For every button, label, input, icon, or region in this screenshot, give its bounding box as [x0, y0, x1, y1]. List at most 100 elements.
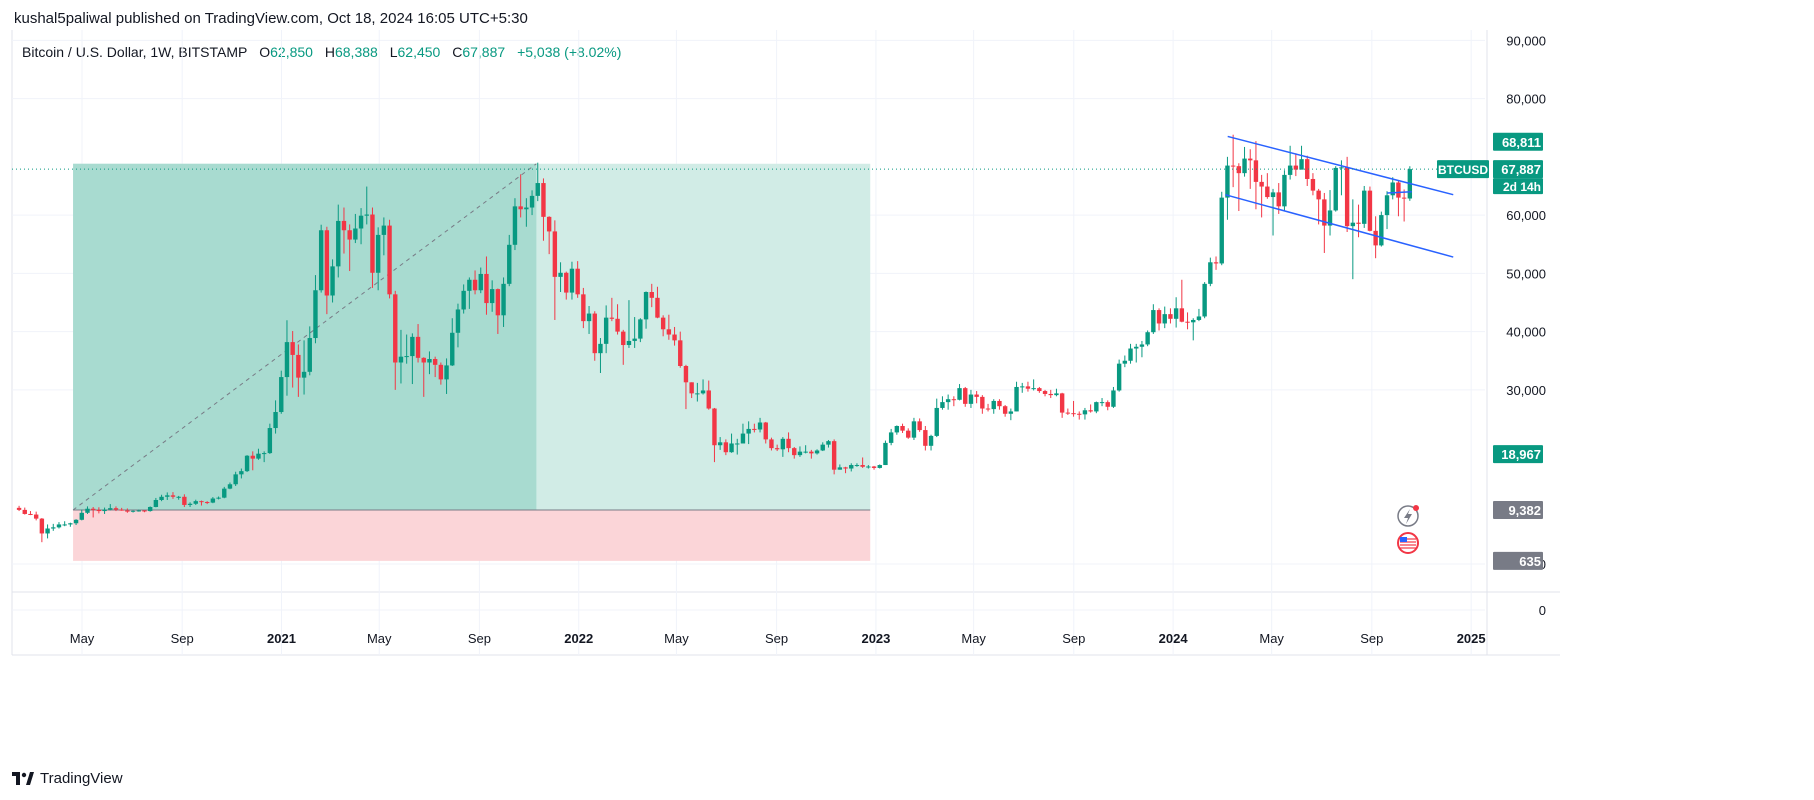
candle-body: [68, 523, 73, 525]
countdown-box: [1493, 178, 1543, 195]
candle-body: [1037, 388, 1042, 392]
candle-body: [911, 421, 917, 438]
candle-body: [638, 319, 643, 339]
ohlc-legend: Bitcoin / U.S. Dollar, 1W, BITSTAMP O62,…: [22, 44, 621, 60]
candle-body: [1054, 393, 1059, 396]
candle-body: [1305, 159, 1310, 179]
candle-body: [632, 338, 637, 341]
candle-body: [501, 283, 506, 316]
candle-body: [626, 340, 632, 346]
candle-body: [923, 430, 928, 446]
countdown-label: 2d 14h: [1503, 180, 1541, 194]
candle-body: [1293, 165, 1299, 170]
candle-body: [1008, 411, 1014, 414]
candle-body: [786, 438, 791, 449]
candle-body: [478, 273, 483, 291]
symbol-label[interactable]: Bitcoin / U.S. Dollar, 1W, BITSTAMP: [22, 44, 248, 60]
candle-body: [529, 195, 535, 208]
candle-body: [279, 377, 284, 413]
price-label-box: [1493, 501, 1543, 519]
candle-body: [877, 465, 882, 468]
candle-body: [193, 501, 198, 504]
candle-body: [541, 183, 546, 217]
candle-body: [28, 513, 33, 515]
candle-body: [370, 214, 375, 273]
candle-body: [1225, 165, 1230, 198]
candle-body: [318, 230, 324, 291]
candle-body: [73, 519, 79, 524]
candle-body: [871, 466, 877, 468]
candle-body: [1025, 386, 1031, 389]
candle-body: [1116, 363, 1122, 391]
candle-body: [244, 455, 250, 472]
candle-body: [575, 268, 580, 295]
candle-body: [45, 528, 50, 534]
candle-body: [165, 495, 170, 497]
candle-body: [797, 451, 803, 456]
candle-body: [461, 290, 466, 310]
candle-body: [1327, 210, 1333, 226]
candle-body: [917, 421, 922, 431]
x-tick-label: May: [367, 631, 392, 646]
candle-body: [136, 510, 141, 512]
y-tick-label: 60,000: [1506, 208, 1546, 223]
channel-line-0: [1227, 135, 1454, 196]
candle-body: [1316, 190, 1321, 200]
candle-body: [1384, 195, 1390, 216]
stop-zone: [73, 510, 871, 561]
candle-body: [227, 484, 233, 489]
candle-body: [102, 509, 107, 512]
candle-body: [1122, 360, 1128, 364]
candle-body: [792, 448, 797, 456]
candle-body: [683, 365, 689, 383]
candle-body: [769, 439, 774, 449]
candle-body: [1042, 391, 1048, 394]
candle-body: [1145, 332, 1150, 345]
candle-body: [826, 441, 831, 445]
candle-body: [928, 435, 934, 446]
candle-body: [660, 317, 666, 330]
high-value: 68,388: [334, 44, 378, 60]
candle-body: [1270, 192, 1276, 198]
candle-body: [1002, 406, 1008, 414]
candle-body: [62, 524, 67, 526]
candle-body: [586, 313, 592, 322]
candle-body: [410, 336, 415, 357]
candle-body: [837, 467, 843, 470]
candle-body: [1185, 321, 1190, 323]
candle-body: [147, 506, 153, 512]
candle-body: [1088, 410, 1093, 412]
footer-logo[interactable]: TradingView: [12, 770, 123, 787]
candle-body: [1191, 319, 1196, 323]
candle-body: [695, 393, 700, 395]
candle-body: [307, 338, 312, 372]
y-tick-label: 80,000: [1506, 92, 1546, 107]
candle-body: [1208, 262, 1213, 284]
x-tick-label: 2022: [564, 631, 593, 646]
candle-body: [125, 510, 130, 512]
x-tick-label: Sep: [468, 631, 491, 646]
candle-body: [957, 388, 962, 400]
candle-body: [524, 207, 529, 210]
channel-line-1: [1225, 193, 1454, 258]
candle-body: [472, 279, 478, 291]
x-tick-label: 2025: [1457, 631, 1486, 646]
x-tick-label: Sep: [1062, 631, 1085, 646]
candle-body: [700, 390, 706, 394]
candle-body: [940, 402, 945, 408]
candle-body: [1390, 182, 1395, 196]
candle-body: [353, 228, 358, 240]
price-label-box: [1493, 132, 1543, 151]
candle-body: [398, 356, 404, 363]
candle-body: [558, 272, 563, 277]
candle-body: [22, 509, 27, 514]
low-label: L: [389, 44, 398, 60]
candle-body: [267, 428, 273, 454]
candle-body: [1111, 390, 1116, 407]
candle-body: [85, 508, 90, 513]
candle-body: [1333, 167, 1338, 211]
candle-body: [239, 471, 244, 475]
candle-body: [780, 438, 786, 450]
us-flag-event-icon: [1397, 532, 1419, 554]
